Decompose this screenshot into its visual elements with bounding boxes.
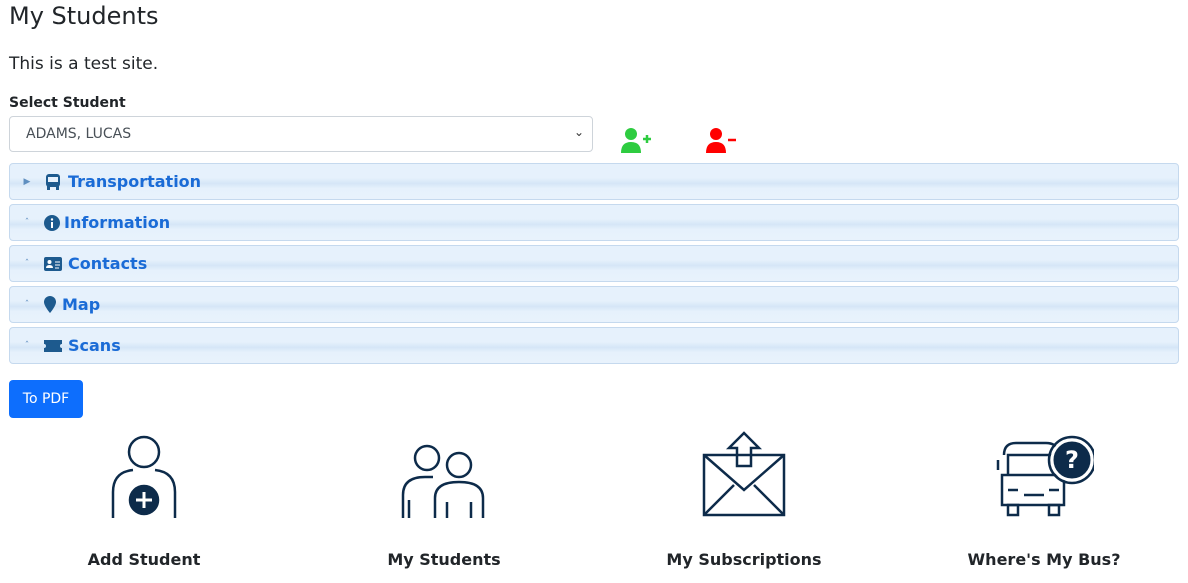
accordion-label: Contacts xyxy=(68,254,148,273)
caret-right-icon: ▶ xyxy=(23,176,31,187)
caret-up-icon: ˆ xyxy=(24,299,30,310)
students-icon xyxy=(401,444,485,518)
caret-up-icon: ˆ xyxy=(24,340,30,351)
to-pdf-button[interactable]: To PDF xyxy=(9,380,83,418)
tile-label: Where's My Bus? xyxy=(967,550,1121,569)
add-student-icon xyxy=(111,435,177,518)
bus-question-icon: ? xyxy=(996,435,1094,517)
student-select[interactable]: ADAMS, LUCAS ⌄ xyxy=(9,116,593,152)
bus-icon xyxy=(46,173,60,190)
chevron-down-icon: ⌄ xyxy=(573,125,584,139)
accordion-contacts[interactable]: ˆ Contacts xyxy=(9,245,1179,282)
tile-label: My Subscriptions xyxy=(666,550,822,569)
svg-text:?: ? xyxy=(1065,446,1079,474)
map-marker-icon xyxy=(44,296,56,313)
accordion-map[interactable]: ˆ Map xyxy=(9,286,1179,323)
tile-label: My Students xyxy=(387,550,501,569)
accordion-transportation[interactable]: ▶ Transportation xyxy=(9,163,1179,200)
select-student-label: Select Student xyxy=(9,95,126,111)
remove-student-icon[interactable] xyxy=(706,127,738,153)
tile-label: Add Student xyxy=(87,550,201,569)
tile-wheres-my-bus[interactable]: ? Where's My Bus? xyxy=(894,430,1188,569)
tile-my-students[interactable]: My Students xyxy=(294,430,594,569)
caret-up-icon: ˆ xyxy=(24,258,30,269)
caret-up-icon: ˆ xyxy=(24,217,30,228)
add-student-icon[interactable] xyxy=(621,127,653,153)
accordion-label: Transportation xyxy=(68,172,202,191)
info-circle-icon xyxy=(44,214,60,231)
envelope-upload-icon xyxy=(702,431,786,517)
accordion-label: Map xyxy=(62,295,101,314)
test-notice: This is a test site. xyxy=(9,54,159,74)
accordion-label: Scans xyxy=(68,336,121,355)
accordion-information[interactable]: ˆ Information xyxy=(9,204,1179,241)
tile-my-subscriptions[interactable]: My Subscriptions xyxy=(594,430,894,569)
ticket-icon xyxy=(44,339,62,352)
tile-add-student[interactable]: Add Student xyxy=(0,430,294,569)
student-select-value: ADAMS, LUCAS xyxy=(26,126,132,142)
accordion-label: Information xyxy=(64,213,171,232)
id-card-icon xyxy=(44,256,62,271)
accordion-scans[interactable]: ˆ Scans xyxy=(9,327,1179,364)
page-title: My Students xyxy=(9,2,159,30)
